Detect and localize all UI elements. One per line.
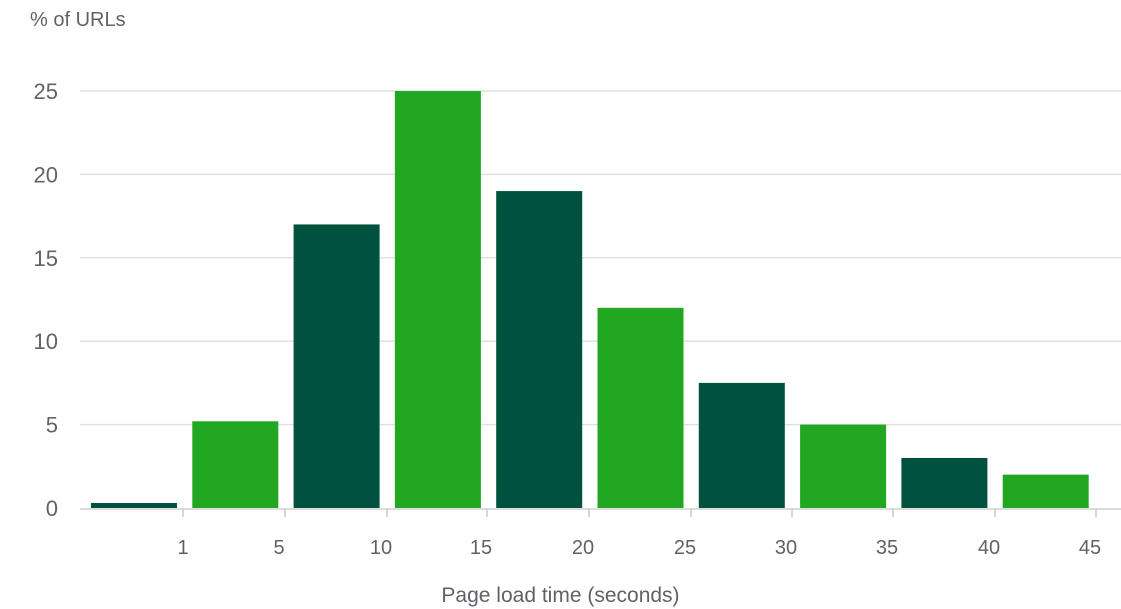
y-tick-label: 25 (34, 79, 58, 104)
bar-6 (597, 307, 684, 508)
bar-7 (698, 382, 785, 508)
x-tick-label: 5 (273, 537, 284, 559)
bar-3 (293, 224, 380, 508)
bar-5 (496, 191, 583, 508)
y-tick-label: 0 (46, 496, 58, 521)
x-tick-label: 1 (177, 537, 188, 559)
bar-8 (800, 424, 887, 508)
bar-1 (91, 502, 177, 508)
y-tick-label: 10 (34, 329, 58, 354)
bar-4 (394, 91, 481, 508)
bar-9 (901, 457, 988, 508)
x-axis-title: Page load time (seconds) (441, 584, 680, 607)
y-tick-label: 15 (34, 246, 58, 271)
x-tick-label: 25 (674, 537, 696, 559)
x-tick-label: 45 (1079, 537, 1101, 559)
x-tick-label: 20 (572, 537, 594, 559)
x-tick-label: 15 (470, 537, 492, 559)
x-tick-label: 10 (370, 537, 392, 559)
x-tick-label: 35 (876, 537, 898, 559)
y-tick-label: 20 (34, 162, 58, 187)
bar-10 (1002, 474, 1089, 508)
x-tick-label: 30 (775, 537, 797, 559)
bar-2 (192, 421, 279, 508)
y-tick-label: 5 (46, 413, 58, 438)
y-axis-title: % of URLs (30, 9, 126, 31)
x-tick-label: 40 (978, 537, 1000, 559)
